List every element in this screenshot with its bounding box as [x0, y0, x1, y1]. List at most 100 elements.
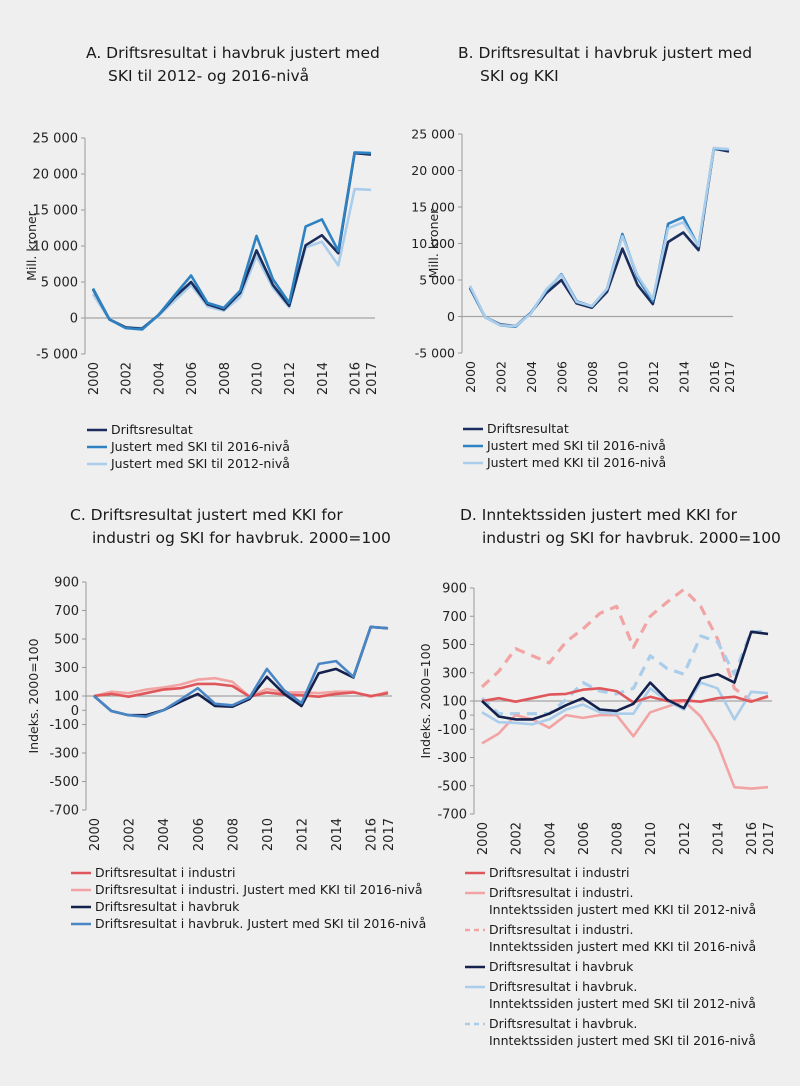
chart-a-x-tick-label: 2017 — [365, 362, 380, 395]
chart-d-x-tick-label: 2004 — [543, 822, 558, 855]
chart-a-title-line1: A. Driftsresultat i havbruk justert med — [86, 44, 380, 62]
chart-a-series-line — [91, 187, 372, 330]
legend-item: Justert med SKI til 2016-nivå — [462, 437, 666, 454]
chart-d-y-tick-label: -700 — [437, 808, 467, 823]
chart-c-y-tick-label: -500 — [49, 775, 79, 790]
chart-c-series-line — [93, 676, 389, 698]
chart-d-y-tick-label: 500 — [442, 638, 467, 653]
legend-item: Driftsresultat i industri. Justert med K… — [70, 881, 426, 898]
legend-item: Driftsresultat i industri — [70, 864, 426, 881]
chart-b-x-tick-label: 2002 — [493, 361, 508, 393]
chart-c-y-tick-label: 700 — [54, 604, 79, 619]
chart-a-y-tick-label: -5 000 — [36, 348, 78, 363]
chart-c-title-line1: C. Driftsresultat justert med KKI for — [70, 506, 343, 524]
chart-d-y-tick-label: 100 — [442, 695, 467, 710]
legend-label: Justert med KKI til 2016-nivå — [487, 455, 667, 470]
legend-item: Justert med SKI til 2012-nivå — [86, 455, 290, 472]
chart-c-y-tick-label: 100 — [54, 690, 79, 705]
chart-c-y-tick-label: -700 — [49, 804, 79, 819]
chart-c-y-tick-label: -300 — [49, 747, 79, 762]
legend-label: Driftsresultat i havbruk — [95, 899, 240, 914]
chart-a: 25 000 20 000 15 000 10 000 5 000 0 -5 000 Mill… — [24, 132, 380, 396]
legend-item: Driftsresultat — [86, 421, 290, 438]
chart-d-y-tick-label: -500 — [437, 779, 467, 794]
chart-d-x-tick-label: 2000 — [476, 822, 491, 855]
chart-c-x-tick-label: 2014 — [330, 818, 345, 851]
chart-d-x-tick-label: 2012 — [678, 822, 693, 855]
chart-b-x-tick-label: 2016 — [707, 361, 722, 393]
chart-d-x-tick-label: 2017 — [762, 822, 777, 855]
legend-label: Driftsresultat i havbruk. Inntektssiden … — [489, 979, 756, 1011]
chart-c-y-tick-label: 300 — [54, 661, 79, 676]
legend-swatch — [86, 421, 108, 438]
chart-b-y-tick-label: -5 000 — [415, 346, 455, 361]
chart-b-x-tick-label: 2004 — [524, 361, 539, 393]
chart-c-legend: Driftsresultat i industri Driftsresultat … — [70, 864, 426, 932]
legend-swatch — [464, 958, 486, 975]
chart-b-title-line2: SKI og KKI — [480, 67, 559, 85]
chart-b-y-tick-label: 5 000 — [419, 273, 455, 288]
chart-a-x-tick-label: 2014 — [316, 362, 331, 395]
legend-swatch — [70, 864, 92, 881]
chart-d-legend: Driftsresultat i industri Driftsresultat … — [464, 864, 756, 1052]
legend-swatch — [464, 1015, 486, 1032]
chart-d-x-tick-label: 2002 — [510, 822, 525, 855]
chart-a-y-tick-label: 10 000 — [33, 240, 79, 255]
chart-a-y-tick-label: 20 000 — [33, 168, 79, 183]
chart-c-x-tick-label: 2004 — [157, 818, 172, 851]
chart-d-series-line — [481, 681, 769, 726]
chart-a-x-tick-label: 2012 — [283, 362, 298, 395]
legend-item: Driftsresultat i havbruk — [464, 958, 756, 975]
legend-swatch — [462, 437, 484, 454]
chart-c-title-line2: industri og SKI for havbruk. 2000=100 — [92, 529, 391, 547]
chart-b-y-tick-label: 20 000 — [411, 163, 455, 178]
chart-a-x-tick-label: 2006 — [185, 362, 200, 395]
legend-item: Driftsresultat i havbruk. Inntektssiden … — [464, 1015, 756, 1049]
chart-d-series-line — [480, 587, 769, 703]
chart-a-y-axis-label: Mill. kroner — [24, 210, 39, 281]
legend-label: Justert med SKI til 2012-nivå — [111, 456, 290, 471]
chart-d-series-line — [480, 629, 769, 716]
legend-label: Justert med SKI til 2016-nivå — [111, 439, 290, 454]
legend-label: Driftsresultat i havbruk — [489, 959, 634, 974]
chart-d-x-tick-label: 2006 — [577, 822, 592, 855]
legend-label: Driftsresultat — [487, 421, 569, 436]
chart-a-x-tick-label: 2002 — [120, 362, 135, 395]
legend-item: Driftsresultat i havbruk — [70, 898, 426, 915]
legend-label: Driftsresultat i industri — [95, 865, 236, 880]
chart-c-x-tick-label: 2002 — [123, 818, 138, 851]
legend-label: Driftsresultat — [111, 422, 193, 437]
legend-label: Driftsresultat i industri. Inntektssiden… — [489, 922, 757, 954]
chart-d-y-tick-label: 900 — [442, 582, 467, 597]
legend-item: Driftsresultat i havbruk. Inntektssiden … — [464, 978, 756, 1012]
legend-item: Justert med SKI til 2016-nivå — [86, 438, 290, 455]
chart-a-title-line2: SKI til 2012- og 2016-nivå — [108, 67, 310, 85]
chart-b-x-tick-label: 2010 — [615, 361, 630, 393]
legend-label: Driftsresultat i havbruk. Inntektssiden … — [489, 1016, 756, 1048]
chart-a-series-line — [91, 151, 372, 331]
legend-swatch — [464, 978, 486, 995]
chart-b-y-tick-label: 0 — [447, 309, 455, 324]
chart-c-y-tick-label: -100 — [49, 718, 79, 733]
legend-item: Driftsresultat i industri. Inntektssiden… — [464, 884, 756, 918]
chart-d-title: D. Inntektssiden justert med KKI for ind… — [460, 504, 781, 550]
chart-d-x-tick-label: 2008 — [611, 822, 626, 855]
chart-c-x-tick-label: 2008 — [226, 818, 241, 851]
chart-b-x-tick-label: 2006 — [554, 361, 569, 393]
chart-d-series-line — [481, 687, 769, 704]
chart-a-y-tick-label: 25 000 — [33, 132, 79, 147]
chart-b-x-tick-label: 2014 — [676, 361, 691, 393]
legend-item: Driftsresultat i industri. Inntektssiden… — [464, 921, 756, 955]
chart-b: 25 000 20 000 15 000 10 000 5 000 0 -5 000 Mill… — [411, 127, 737, 393]
legend-swatch — [464, 921, 486, 938]
chart-b-title: B. Driftsresultat i havbruk justert med … — [458, 42, 752, 88]
legend-item: Driftsresultat i havbruk. Justert med SK… — [70, 915, 426, 932]
chart-b-x-tick-label: 2017 — [722, 361, 737, 393]
chart-d-x-tick-label: 2016 — [745, 822, 760, 855]
legend-label: Driftsresultat i industri. Inntektssiden… — [489, 885, 757, 917]
chart-b-y-axis-label: Mill. kroner — [426, 208, 441, 279]
chart-d-y-tick-label: 300 — [442, 666, 467, 681]
chart-d-y-axis-label: Indeks. 2000=100 — [418, 643, 433, 758]
